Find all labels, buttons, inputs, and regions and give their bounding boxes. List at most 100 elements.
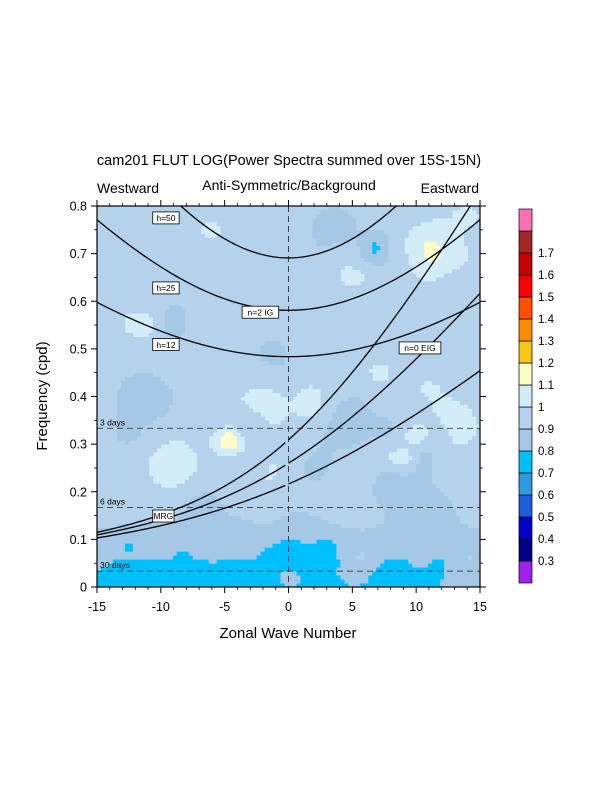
contour-cell — [288, 491, 293, 497]
contour-cell — [220, 289, 226, 294]
contour-cell — [208, 321, 214, 326]
contour-cell — [120, 452, 126, 457]
contour-cell — [184, 483, 190, 489]
contour-cell — [196, 551, 202, 556]
contour-cell — [172, 372, 178, 378]
contour-cell — [260, 487, 265, 493]
contour-cell — [160, 551, 166, 556]
contour-cell — [152, 567, 158, 572]
contour-cell — [152, 309, 158, 314]
contour-cell — [280, 432, 285, 437]
contour-cell — [112, 249, 118, 255]
contour-cell — [112, 293, 118, 298]
contour-cell — [248, 340, 253, 346]
contour-cell — [248, 384, 253, 389]
contour-cell — [208, 213, 214, 219]
contour-cell — [248, 555, 253, 560]
contour-cell — [136, 257, 142, 262]
contour-cell — [172, 531, 178, 536]
contour-cell — [288, 273, 293, 278]
contour-cell — [104, 245, 110, 251]
contour-cell — [184, 348, 190, 354]
contour-cell — [256, 297, 261, 302]
contour-cell — [136, 444, 142, 449]
contour-cell — [224, 289, 230, 294]
contour-cell — [300, 225, 305, 231]
contour-cell — [108, 420, 114, 425]
contour-cell — [292, 567, 297, 572]
contour-cell — [232, 559, 238, 564]
contour-cell — [160, 527, 166, 532]
contour-cell — [304, 436, 309, 441]
contour-cell — [200, 440, 206, 445]
contour-cell — [292, 499, 297, 505]
contour-cell — [104, 495, 110, 501]
contour-cell — [144, 261, 150, 266]
contour-cell — [300, 551, 305, 556]
contour-cell — [244, 543, 249, 548]
contour-cell — [128, 221, 134, 227]
contour-cell — [100, 404, 106, 409]
contour-cell — [204, 305, 210, 310]
contour-cell — [204, 483, 210, 489]
contour-cell — [244, 277, 249, 282]
contour-cell — [260, 356, 265, 362]
contour-cell — [208, 507, 214, 512]
contour-cell — [160, 249, 166, 255]
contour-cell — [280, 229, 285, 235]
contour-cell — [184, 269, 190, 274]
contour-cell — [232, 563, 238, 568]
contour-cell — [164, 321, 170, 326]
contour-cell — [108, 253, 114, 258]
contour-cell — [164, 495, 170, 501]
contour-cell — [256, 364, 261, 370]
contour-cell — [248, 261, 253, 266]
contour-cell — [128, 352, 134, 358]
contour-cell — [252, 583, 257, 587]
contour-cell — [248, 456, 253, 461]
contour-cell — [152, 424, 158, 429]
contour-cell — [192, 285, 198, 290]
contour-cell — [168, 301, 174, 306]
contour-cell — [280, 372, 285, 378]
contour-cell — [240, 547, 246, 552]
contour-cell — [268, 368, 273, 374]
contour-cell — [224, 567, 230, 572]
contour-cell — [108, 503, 114, 509]
contour-cell — [188, 364, 194, 370]
contour-cell — [180, 579, 186, 584]
contour-cell — [316, 571, 321, 576]
contour-cell — [260, 495, 265, 501]
contour-cell — [316, 507, 321, 512]
contour-cell — [188, 535, 194, 540]
contour-cell — [272, 253, 277, 258]
contour-cell — [300, 257, 305, 262]
contour-cell — [156, 384, 162, 389]
contour-cell — [184, 245, 190, 251]
contour-cell — [232, 416, 238, 421]
contour-cell — [200, 301, 206, 306]
contour-cell — [276, 487, 281, 493]
contour-cell — [216, 333, 222, 338]
contour-cell — [216, 467, 222, 473]
contour-cell — [128, 499, 134, 505]
contour-cell — [124, 535, 130, 540]
contour-cell — [304, 416, 309, 421]
contour-cell — [264, 352, 269, 358]
contour-cell — [288, 420, 293, 425]
contour-cell — [164, 352, 170, 358]
contour-cell — [108, 559, 114, 564]
contour-cell — [172, 229, 178, 235]
contour-cell — [192, 221, 198, 227]
contour-cell — [176, 535, 182, 540]
contour-cell — [272, 257, 277, 262]
contour-cell — [204, 297, 210, 302]
contour-cell — [256, 348, 261, 354]
contour-cell — [104, 491, 110, 497]
contour-cell — [300, 336, 305, 342]
contour-cell — [97, 329, 102, 334]
contour-cell — [304, 448, 309, 453]
contour-cell — [148, 543, 154, 548]
contour-cell — [112, 412, 118, 417]
contour-cell — [196, 206, 202, 211]
